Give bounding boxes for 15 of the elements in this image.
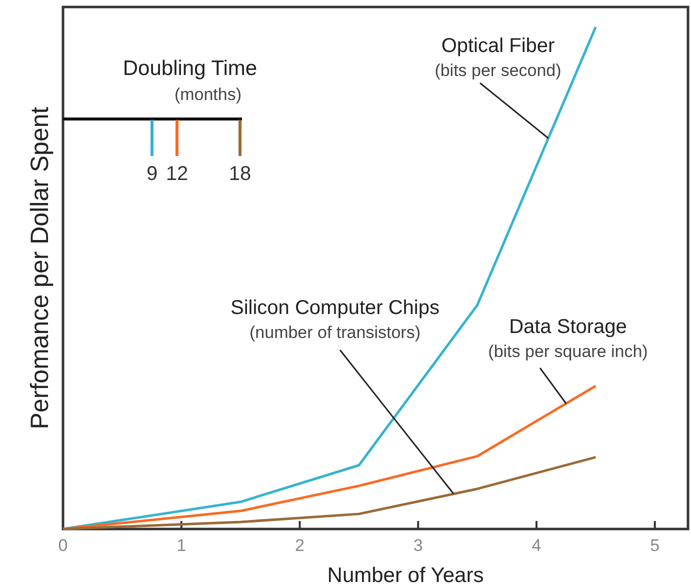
annotation: 9 (146, 163, 158, 185)
x-tick-label: 5 (650, 536, 660, 555)
text: Silicon Computer Chips (number of transistors) (230, 297, 440, 342)
x-tick-label: 4 (532, 536, 542, 555)
series-label: Optical Fiber (bits per second) (434, 35, 562, 80)
x-tick-label: 3 (413, 536, 423, 555)
annotation: 12 (166, 163, 188, 185)
x-tick-label: 0 (58, 536, 68, 555)
y-axis-title: Perfomance per Dollar Spent (26, 106, 54, 430)
x-tick-label: 2 (295, 536, 304, 555)
annotation: 18 (228, 163, 252, 185)
text: Data Storage (bits per square inch) (488, 316, 648, 361)
x-tick-label: 1 (176, 536, 186, 555)
legend-title: Doubling Time (months) (122, 57, 258, 104)
x-axis-title: Number of Years (327, 564, 484, 586)
